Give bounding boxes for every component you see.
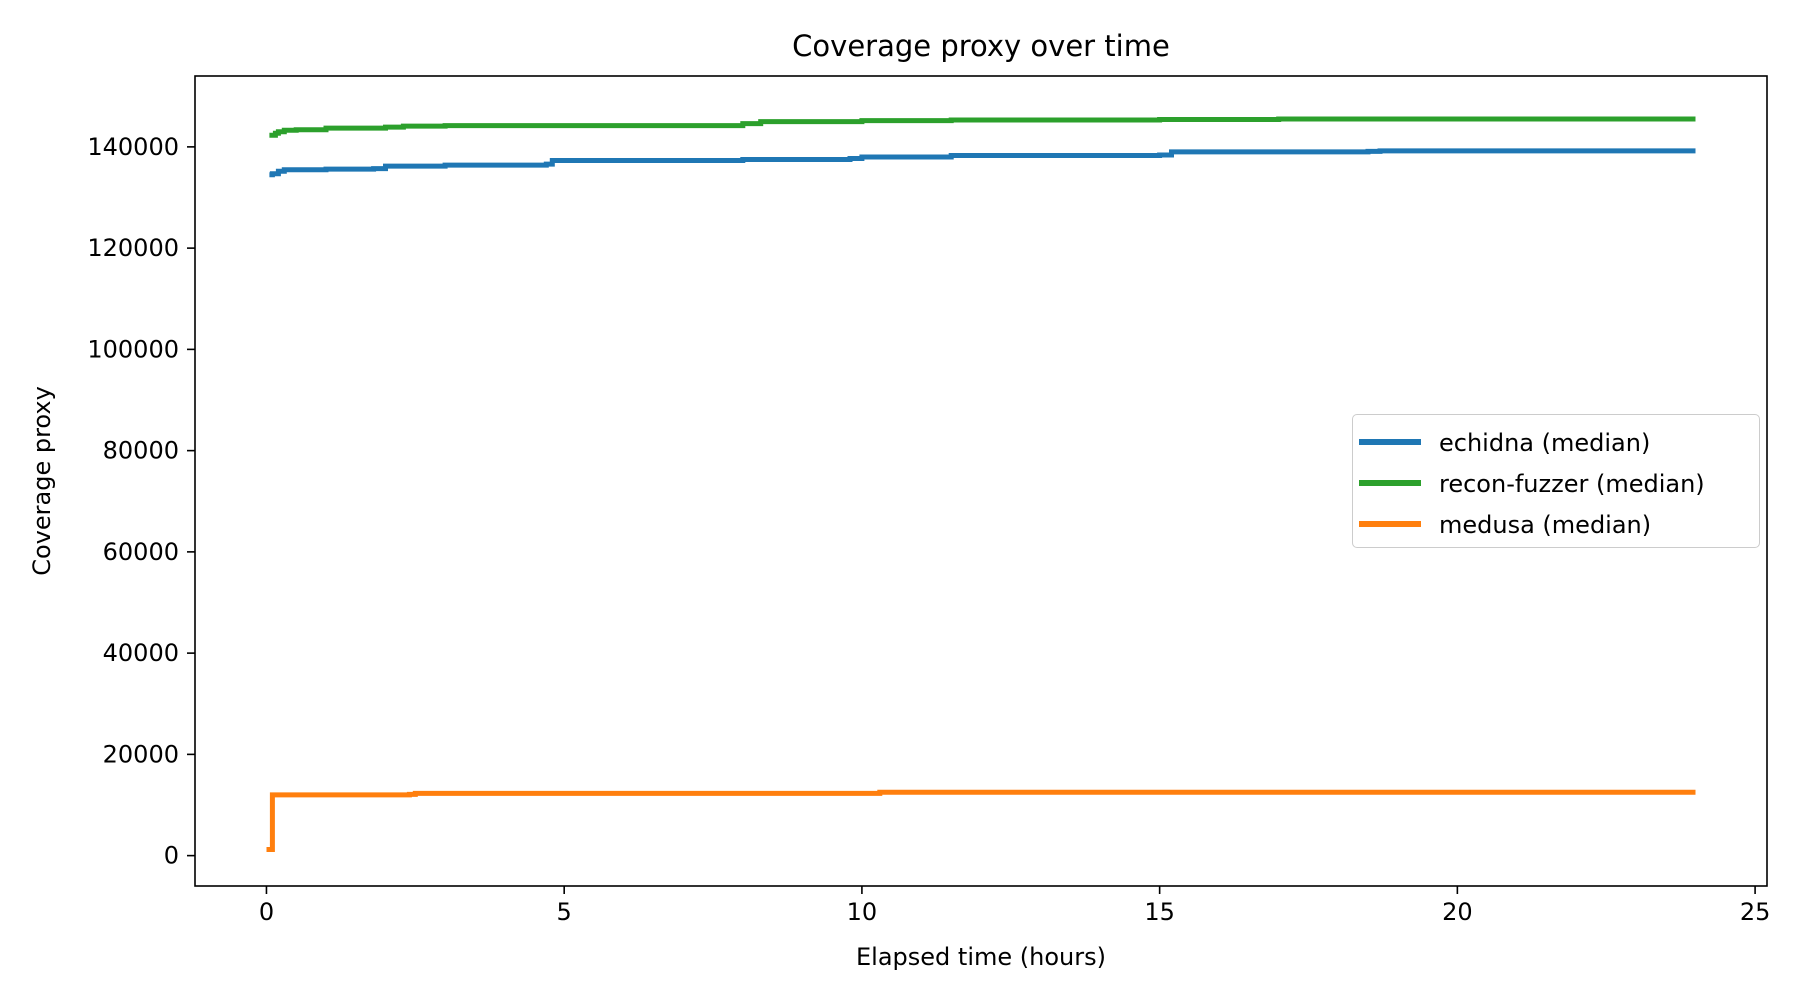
legend-item-recon-fuzzer: recon-fuzzer (median) [1353, 466, 1759, 500]
y-tick-label: 0 [164, 842, 179, 870]
y-axis: 0 20000 40000 60000 80000 100000 120000 140000 [87, 133, 195, 870]
legend: echidna (median) recon-fuzzer (median) m… [1352, 414, 1760, 548]
legend-item-echidna: echidna (median) [1353, 425, 1759, 459]
legend-label-recon-fuzzer: recon-fuzzer (median) [1439, 470, 1705, 498]
y-tick-label: 20000 [103, 740, 179, 768]
x-tick-label: 0 [259, 898, 274, 926]
plot-area [266, 116, 1696, 852]
x-tick-label: 20 [1442, 898, 1473, 926]
legend-label-medusa: medusa (median) [1439, 511, 1652, 539]
y-tick-label: 40000 [103, 639, 179, 667]
series-line-echidna [269, 148, 1696, 178]
series-line-medusa [266, 789, 1696, 852]
y-tick-label: 140000 [87, 133, 179, 161]
y-tick-label: 100000 [87, 335, 179, 363]
plot-frame [194, 75, 1768, 887]
y-tick-label: 80000 [103, 437, 179, 465]
x-axis: 0 5 10 15 20 25 [259, 886, 1771, 926]
chart-title: Coverage proxy over time [792, 29, 1170, 63]
x-tick-label: 10 [847, 898, 878, 926]
y-tick-label: 60000 [103, 538, 179, 566]
legend-swatch-medusa [1359, 521, 1421, 527]
y-tick-label: 120000 [87, 234, 179, 262]
x-axis-label: Elapsed time (hours) [856, 943, 1106, 971]
y-axis-label: Coverage proxy [28, 386, 56, 576]
x-tick-label: 25 [1740, 898, 1771, 926]
legend-swatch-echidna [1359, 439, 1421, 445]
series-line-recon-fuzzer [269, 116, 1696, 138]
legend-label-echidna: echidna (median) [1439, 429, 1651, 457]
x-tick-label: 5 [557, 898, 572, 926]
legend-item-medusa: medusa (median) [1353, 507, 1759, 541]
x-tick-label: 15 [1144, 898, 1175, 926]
legend-swatch-recon-fuzzer [1359, 480, 1421, 486]
